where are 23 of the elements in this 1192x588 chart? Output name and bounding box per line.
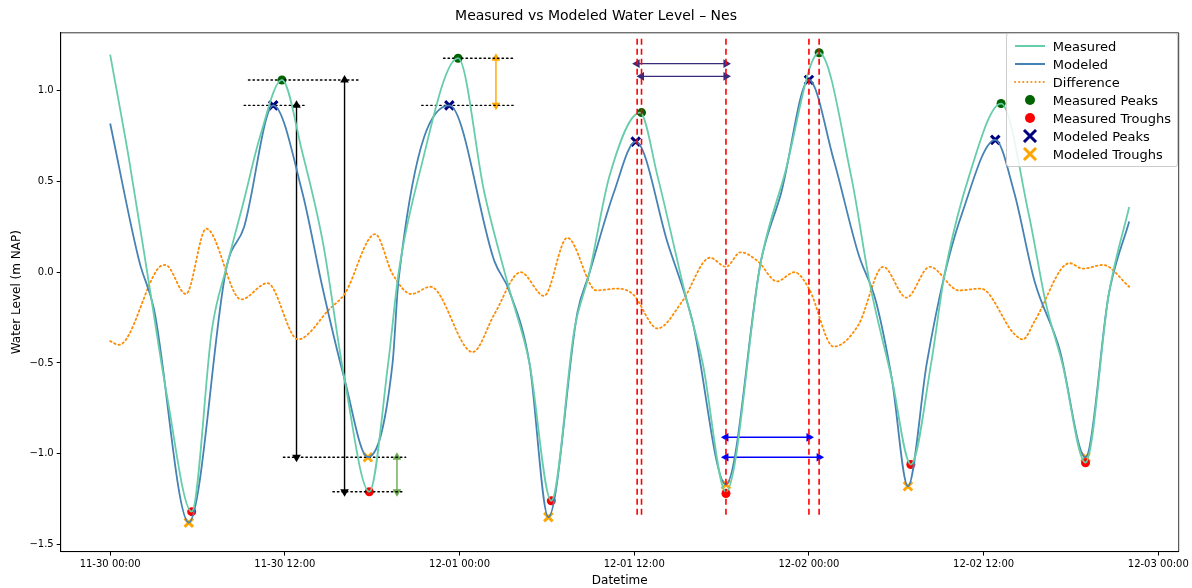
x-tick-label: 12-03 00:00	[1127, 558, 1189, 570]
x-tick-label: 12-01 12:00	[603, 558, 665, 570]
y-tick-label: 1.0	[37, 84, 54, 96]
legend-label: Modeled	[1052, 56, 1109, 72]
y-tick-label: 0.0	[37, 265, 54, 277]
y-tick-label: −0.5	[29, 356, 54, 368]
x-tick-label: 12-01 00:00	[429, 558, 491, 570]
y-tick-label: −1.5	[29, 537, 54, 549]
chart-title: Measured vs Modeled Water Level – Nes	[455, 7, 737, 24]
legend-label: Modeled Peaks	[1052, 128, 1150, 144]
x-tick-label: 12-02 12:00	[953, 558, 1015, 570]
legend-label: Measured	[1052, 38, 1117, 54]
x-axis-title: Datetime	[591, 572, 648, 587]
y-tick-label: 0.5	[37, 175, 54, 187]
legend-label: Modeled Troughs	[1052, 146, 1163, 162]
legend-label: Measured Troughs	[1052, 110, 1171, 126]
x-tick-label: 11-30 00:00	[79, 558, 141, 570]
x-tick-label: 11-30 12:00	[254, 558, 316, 570]
legend-label: Measured Peaks	[1052, 92, 1159, 108]
y-axis-title: Water Level (m NAP)	[9, 230, 24, 355]
legend-label: Difference	[1052, 74, 1120, 90]
x-tick-label: 12-02 00:00	[778, 558, 840, 570]
y-tick-label: −1.0	[29, 447, 54, 459]
